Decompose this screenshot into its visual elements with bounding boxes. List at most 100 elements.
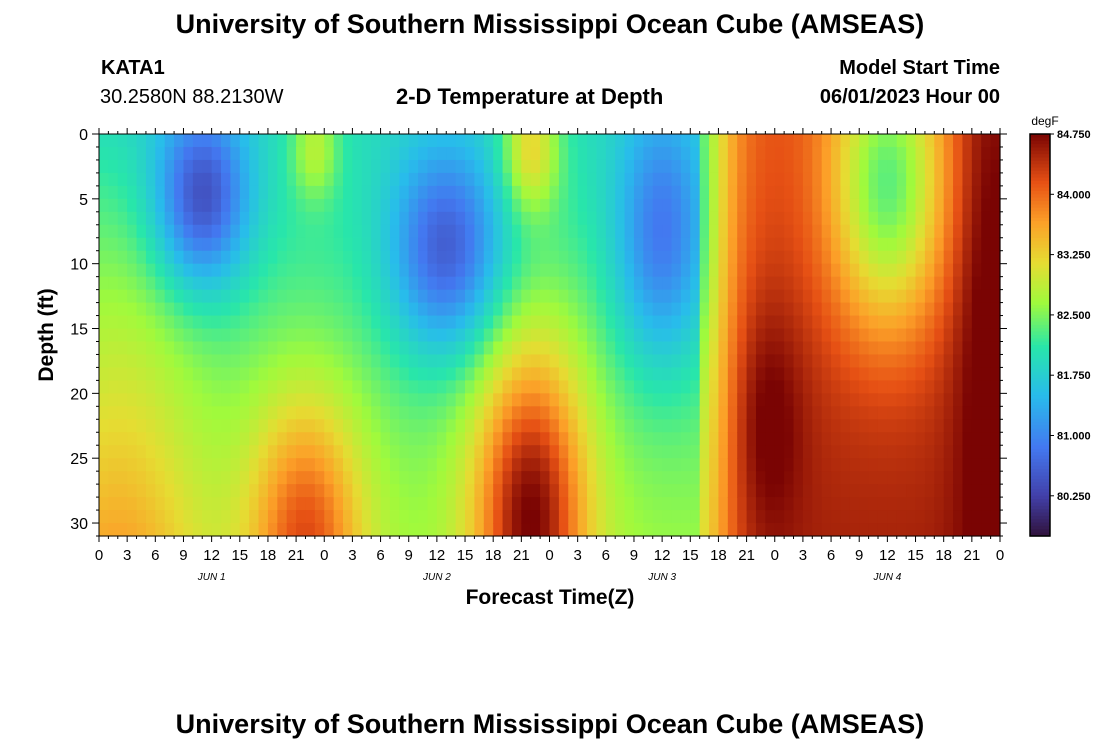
heatmap-cell — [802, 458, 813, 472]
heatmap-cell — [746, 510, 757, 524]
heatmap-cell — [643, 289, 654, 304]
heatmap-cell — [474, 159, 485, 174]
heatmap-cell — [718, 159, 729, 174]
heatmap-cell — [540, 159, 551, 174]
heatmap-cell — [596, 302, 607, 317]
heatmap-cell — [774, 445, 785, 459]
heatmap-cell — [511, 484, 522, 498]
heatmap-cell — [812, 224, 823, 239]
heatmap-cell — [981, 185, 992, 200]
heatmap-cell — [465, 471, 476, 485]
heatmap-cell — [746, 406, 757, 420]
heatmap-cell — [784, 315, 795, 330]
heatmap-cell — [831, 159, 842, 174]
heatmap-cell — [183, 237, 194, 252]
heatmap-cell — [718, 134, 729, 148]
heatmap-cell — [690, 367, 701, 381]
heatmap-cell — [746, 237, 757, 252]
heatmap-cell — [812, 172, 823, 187]
heatmap-cell — [596, 315, 607, 330]
heatmap-cell — [831, 276, 842, 291]
heatmap-cell — [371, 211, 382, 226]
heatmap-cell — [455, 289, 466, 304]
heatmap-cell — [333, 497, 344, 511]
heatmap-cell — [868, 159, 879, 174]
heatmap-cell — [784, 172, 795, 187]
heatmap-cell — [192, 497, 203, 511]
heatmap-cell — [286, 510, 297, 524]
heatmap-cell — [821, 289, 832, 304]
heatmap-cell — [474, 172, 485, 187]
heatmap-cell — [746, 380, 757, 394]
heatmap-cell — [183, 380, 194, 394]
heatmap-cell — [436, 224, 447, 239]
heatmap-cell — [483, 289, 494, 304]
heatmap-cell — [258, 134, 269, 148]
heatmap-cell — [446, 237, 457, 252]
heatmap-cell — [962, 380, 973, 394]
heatmap-cell — [737, 458, 748, 472]
heatmap-cell — [211, 224, 222, 239]
heatmap-cell — [361, 263, 372, 278]
heatmap-cell — [859, 458, 870, 472]
heatmap-cell — [765, 484, 776, 498]
colorbar-segment — [1030, 529, 1050, 534]
heatmap-cell — [502, 419, 513, 433]
heatmap-cell — [493, 432, 504, 446]
heatmap-cell — [981, 134, 992, 148]
heatmap-cell — [211, 172, 222, 187]
heatmap-cell — [474, 263, 485, 278]
heatmap-cell — [324, 172, 335, 187]
colorbar-segment — [1030, 174, 1050, 179]
heatmap-cell — [981, 393, 992, 407]
heatmap-cell — [821, 432, 832, 446]
x-tick-label: 3 — [799, 547, 807, 564]
heatmap-cell — [549, 211, 560, 226]
heatmap-cell — [267, 315, 278, 330]
heatmap-cell — [868, 146, 879, 161]
colorbar-segment — [1030, 241, 1050, 246]
heatmap-cell — [962, 185, 973, 200]
heatmap-cell — [493, 198, 504, 213]
heatmap-cell — [558, 146, 569, 161]
heatmap-cell — [399, 237, 410, 252]
heatmap-cell — [164, 419, 175, 433]
colorbar-segment — [1030, 288, 1050, 293]
colorbar-segment — [1030, 164, 1050, 169]
heatmap-cell — [709, 341, 720, 356]
heatmap-cell — [643, 302, 654, 317]
heatmap-cell — [277, 367, 288, 381]
heatmap-cell — [521, 250, 532, 265]
heatmap-cell — [333, 510, 344, 524]
heatmap-cell — [418, 497, 429, 511]
heatmap-cell — [568, 315, 579, 330]
heatmap-cell — [511, 406, 522, 420]
heatmap-cell — [887, 354, 898, 369]
heatmap-cell — [127, 354, 138, 369]
heatmap-cell — [164, 263, 175, 278]
heatmap-cell — [352, 445, 363, 459]
heatmap-cell — [924, 315, 935, 330]
heatmap-cell — [821, 315, 832, 330]
heatmap-cell — [943, 523, 954, 537]
heatmap-cell — [615, 134, 626, 148]
heatmap-cell — [296, 263, 307, 278]
heatmap-cell — [746, 276, 757, 291]
heatmap-cell — [624, 471, 635, 485]
heatmap-cell — [183, 419, 194, 433]
heatmap-cell — [296, 237, 307, 252]
heatmap-cell — [221, 367, 231, 381]
heatmap-cell — [352, 146, 363, 161]
heatmap-cell — [371, 276, 382, 291]
heatmap-cell — [765, 224, 776, 239]
heatmap-cell — [924, 263, 935, 278]
heatmap-cell — [943, 289, 954, 304]
heatmap-cell — [737, 159, 748, 174]
heatmap-cell — [868, 134, 879, 148]
heatmap-cell — [662, 185, 673, 200]
heatmap-cell — [680, 341, 691, 356]
heatmap-cell — [483, 406, 494, 420]
heatmap-cell — [333, 289, 344, 304]
heatmap-cell — [971, 263, 982, 278]
heatmap-cell — [446, 510, 457, 524]
